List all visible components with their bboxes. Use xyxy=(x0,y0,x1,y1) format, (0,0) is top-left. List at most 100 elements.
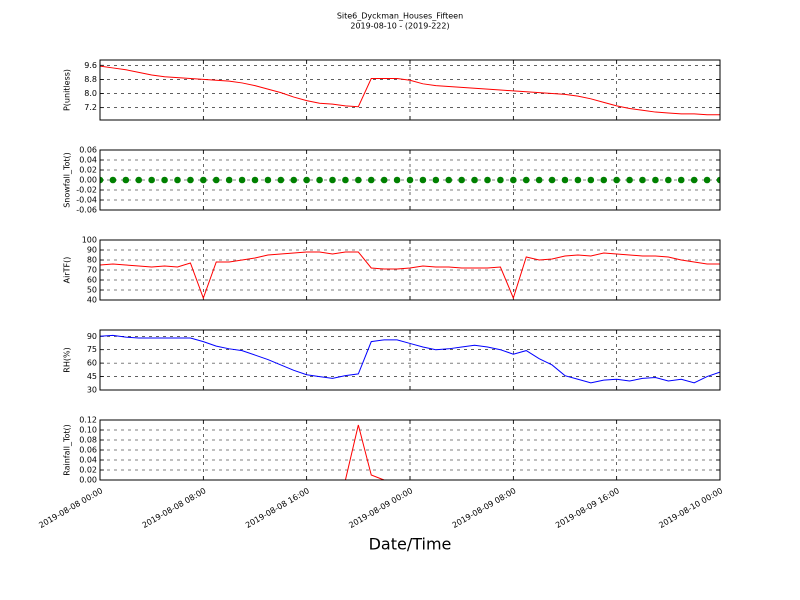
y-tick-label: 0.00 xyxy=(79,476,97,485)
point xyxy=(238,176,246,184)
series xyxy=(100,65,720,116)
point xyxy=(122,176,130,184)
point xyxy=(174,176,181,184)
axes-frame xyxy=(99,59,721,121)
y-tick-label: 0.10 xyxy=(79,426,97,435)
y-tick-label: 60 xyxy=(87,276,97,285)
y-tick-label: 0.02 xyxy=(79,466,97,475)
point xyxy=(393,176,401,184)
point xyxy=(100,176,104,184)
point xyxy=(471,176,478,184)
point xyxy=(690,176,698,184)
point xyxy=(548,176,556,184)
y-tick-label: 90 xyxy=(87,332,97,341)
y-tick-label: -0.04 xyxy=(76,196,97,205)
x-tick-label: 2019-08-08 16:00 xyxy=(244,486,311,530)
point xyxy=(458,176,465,184)
point xyxy=(574,176,582,184)
point xyxy=(535,176,543,184)
point xyxy=(329,176,336,184)
point xyxy=(380,176,388,184)
point xyxy=(665,176,672,184)
point xyxy=(316,176,323,184)
y-tick-label: 0.06 xyxy=(79,146,97,155)
axes-frame xyxy=(99,329,721,391)
y-tick-label: 40 xyxy=(87,296,97,305)
y-axis-label: Snowfall_Tot() xyxy=(63,152,72,208)
point xyxy=(225,176,233,184)
point xyxy=(355,176,362,184)
point xyxy=(677,176,685,184)
point xyxy=(626,176,633,184)
point xyxy=(135,176,143,184)
series xyxy=(100,251,720,300)
point xyxy=(510,176,517,184)
y-tick-label: 0.12 xyxy=(79,416,97,425)
y-tick-label: 70 xyxy=(87,266,97,275)
point xyxy=(600,176,608,184)
y-tick-label: 7.2 xyxy=(84,103,97,112)
point xyxy=(587,176,595,184)
point xyxy=(342,176,349,184)
y-axis-label: Rainfall_Tot() xyxy=(63,424,72,476)
point xyxy=(187,176,194,184)
y-tick-label: 100 xyxy=(82,236,97,245)
y-tick-label: 0.02 xyxy=(79,166,97,175)
point xyxy=(148,176,155,184)
point xyxy=(109,176,117,184)
point xyxy=(703,176,711,184)
point xyxy=(716,176,720,184)
x-tick-label: 2019-08-08 08:00 xyxy=(141,486,208,530)
y-tick-label: 9.6 xyxy=(84,61,97,70)
y-tick-label: 0.04 xyxy=(79,456,97,465)
line xyxy=(100,334,720,384)
point xyxy=(264,176,272,184)
x-tick-label: 2019-08-08 00:00 xyxy=(37,486,104,530)
x-tick-label: 2019-08-09 08:00 xyxy=(451,486,518,530)
point xyxy=(613,176,620,184)
x-tick-label: 2019-08-09 16:00 xyxy=(554,486,621,530)
point xyxy=(419,176,427,184)
y-axis-label: RH(%) xyxy=(63,347,72,372)
y-tick-label: 90 xyxy=(87,246,97,255)
point xyxy=(497,176,504,184)
x-axis-label: Date/Time xyxy=(369,535,452,554)
y-tick-label: 0.06 xyxy=(79,446,97,455)
y-axis-label: P(unitless) xyxy=(63,69,72,111)
point xyxy=(212,176,220,184)
chart-title: Site6_Dyckman_Houses_Fifteen xyxy=(337,12,463,21)
point xyxy=(161,176,168,184)
y-tick-label: 50 xyxy=(87,286,97,295)
y-tick-label: 75 xyxy=(87,345,97,354)
y-axis-label: AirTF() xyxy=(63,257,72,284)
series xyxy=(100,176,720,184)
y-tick-label: 30 xyxy=(87,386,97,395)
axes-frame xyxy=(99,149,721,211)
point xyxy=(639,176,646,184)
point xyxy=(303,176,310,184)
line xyxy=(100,65,720,116)
point xyxy=(561,176,569,184)
y-tick-label: 45 xyxy=(87,372,97,381)
axes-frame xyxy=(99,239,721,301)
line xyxy=(100,251,720,300)
point xyxy=(251,176,259,184)
y-tick-label: 8.8 xyxy=(84,75,97,84)
series xyxy=(100,334,720,384)
y-tick-label: 80 xyxy=(87,256,97,265)
point xyxy=(406,176,414,184)
y-tick-label: 0.08 xyxy=(79,436,97,445)
point xyxy=(652,176,659,184)
point xyxy=(200,176,207,184)
point xyxy=(445,176,453,184)
x-tick-label: 2019-08-10 00:00 xyxy=(657,486,724,530)
point xyxy=(367,176,375,184)
chart-subtitle: 2019-08-10 - (2019-222) xyxy=(350,22,449,31)
y-tick-label: 8.0 xyxy=(84,89,97,98)
y-tick-label: -0.02 xyxy=(76,186,97,195)
point xyxy=(522,176,530,184)
y-tick-label: 0.04 xyxy=(79,156,97,165)
point xyxy=(290,176,298,184)
x-tick-label: 2019-08-09 00:00 xyxy=(347,486,414,530)
